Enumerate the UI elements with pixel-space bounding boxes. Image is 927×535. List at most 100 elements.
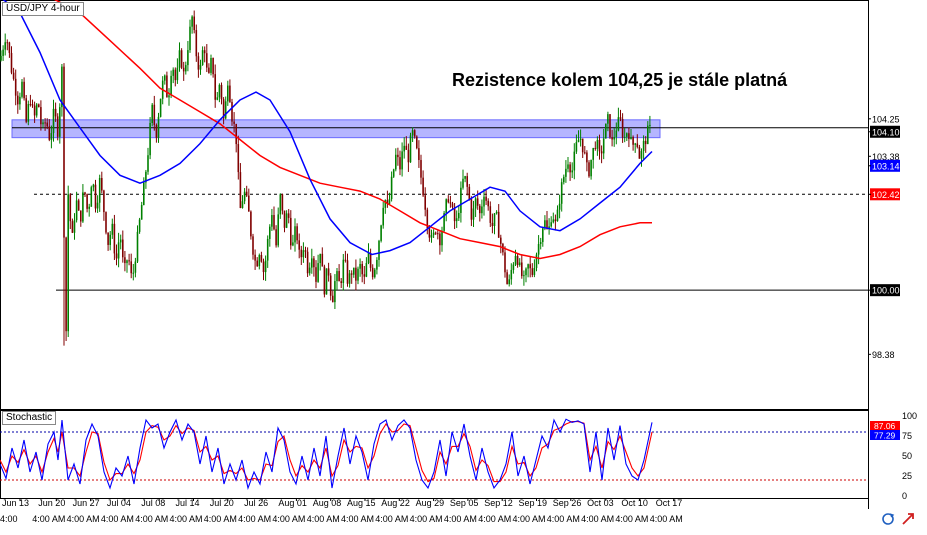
candle-body (29, 104, 32, 106)
candle-body (437, 233, 439, 235)
stoch-value-box (870, 430, 900, 440)
date-label: Aug 29 (416, 498, 445, 508)
date-label: Aug 22 (381, 498, 410, 508)
time-label: 4:00 AM (101, 514, 134, 524)
date-label: Oct 10 (621, 498, 648, 508)
candle-body (14, 78, 17, 96)
time-label: 4:00 AM (444, 514, 477, 524)
candle-body (353, 267, 355, 275)
time-label: 4:00 AM (615, 514, 648, 524)
candle-body (550, 222, 552, 227)
candle-body (342, 259, 345, 284)
candle-body (413, 130, 416, 137)
refresh-icon[interactable] (881, 512, 895, 526)
candle-body (231, 101, 233, 122)
candle-body (346, 260, 349, 284)
candle-body (67, 194, 69, 332)
candle-body (178, 50, 181, 68)
candle-body (596, 139, 599, 149)
candle-body (155, 125, 158, 138)
candle-body (544, 220, 546, 229)
candle-body (518, 262, 521, 266)
candle-body (424, 195, 426, 210)
candle-body (197, 56, 200, 70)
candle-body (359, 263, 361, 269)
time-label: 4:00 AM (32, 514, 65, 524)
candle-body (44, 122, 46, 124)
price-axis-label: 104.25 (872, 114, 900, 124)
candle-body (126, 260, 128, 264)
candle-body (174, 69, 177, 81)
candle-body (588, 162, 590, 177)
candle-body (621, 118, 624, 138)
candle-body (357, 268, 359, 281)
candle-body (98, 178, 101, 203)
candle-body (565, 168, 567, 177)
candle-body (248, 195, 250, 212)
candle-body (338, 271, 340, 282)
date-label: Aug 15 (347, 498, 376, 508)
candle-body (455, 218, 458, 222)
candle-body (283, 210, 286, 228)
candle-body (607, 114, 609, 124)
price-axis-label: 102.42 (872, 190, 900, 200)
candle-body (420, 160, 422, 178)
candle-body (77, 200, 80, 211)
candle-body (84, 192, 86, 195)
candle-body (271, 215, 273, 227)
candle-body (602, 138, 605, 154)
candle-body (296, 226, 298, 241)
candle-body (212, 58, 214, 75)
candle-body (124, 257, 126, 264)
candle-body (164, 75, 166, 81)
candle-body (113, 223, 116, 254)
candle-body (56, 116, 59, 137)
candle-body (376, 259, 378, 270)
candle-body (199, 64, 202, 70)
candle-body (384, 200, 387, 208)
date-label: Jul 14 (176, 498, 200, 508)
candle-body (281, 194, 284, 211)
candle-body (73, 220, 76, 233)
candle-body (147, 155, 149, 172)
candle-body (374, 269, 376, 278)
candle-body (521, 262, 523, 277)
date-label: Jul 04 (107, 498, 131, 508)
sma-fast-line (2, 0, 653, 256)
candle-body (182, 67, 185, 72)
candle-body (4, 42, 6, 50)
candle-body (107, 232, 109, 245)
candle-body (504, 252, 506, 273)
candle-body (275, 229, 277, 246)
candle-body (361, 263, 363, 275)
candle-body (149, 122, 151, 156)
candle-body (227, 85, 229, 102)
date-label: Sep 19 (519, 498, 548, 508)
date-label: Aug 08 (313, 498, 342, 508)
candle-body (119, 239, 122, 243)
candle-body (302, 250, 305, 258)
candle-body (38, 104, 40, 108)
candle-body (90, 187, 93, 207)
candle-body (88, 206, 90, 209)
candle-body (573, 151, 576, 171)
candle-body (483, 196, 485, 207)
expand-icon[interactable] (901, 512, 915, 526)
candle-body (287, 213, 290, 218)
candle-body (122, 239, 124, 258)
date-label: Jun 27 (73, 498, 100, 508)
candle-body (598, 139, 601, 152)
candle-body (10, 52, 13, 73)
time-label: 4:00 AM (341, 514, 374, 524)
time-label: 4:00 AM (307, 514, 340, 524)
candle-body (0, 55, 2, 61)
candle-body (594, 148, 597, 150)
price-axis-label: 103.14 (872, 161, 900, 171)
candle-body (453, 207, 456, 222)
candle-body (46, 122, 48, 127)
candle-body (218, 84, 221, 98)
candle-body (130, 261, 132, 274)
candle-body (143, 182, 145, 206)
candle-body (428, 228, 431, 238)
